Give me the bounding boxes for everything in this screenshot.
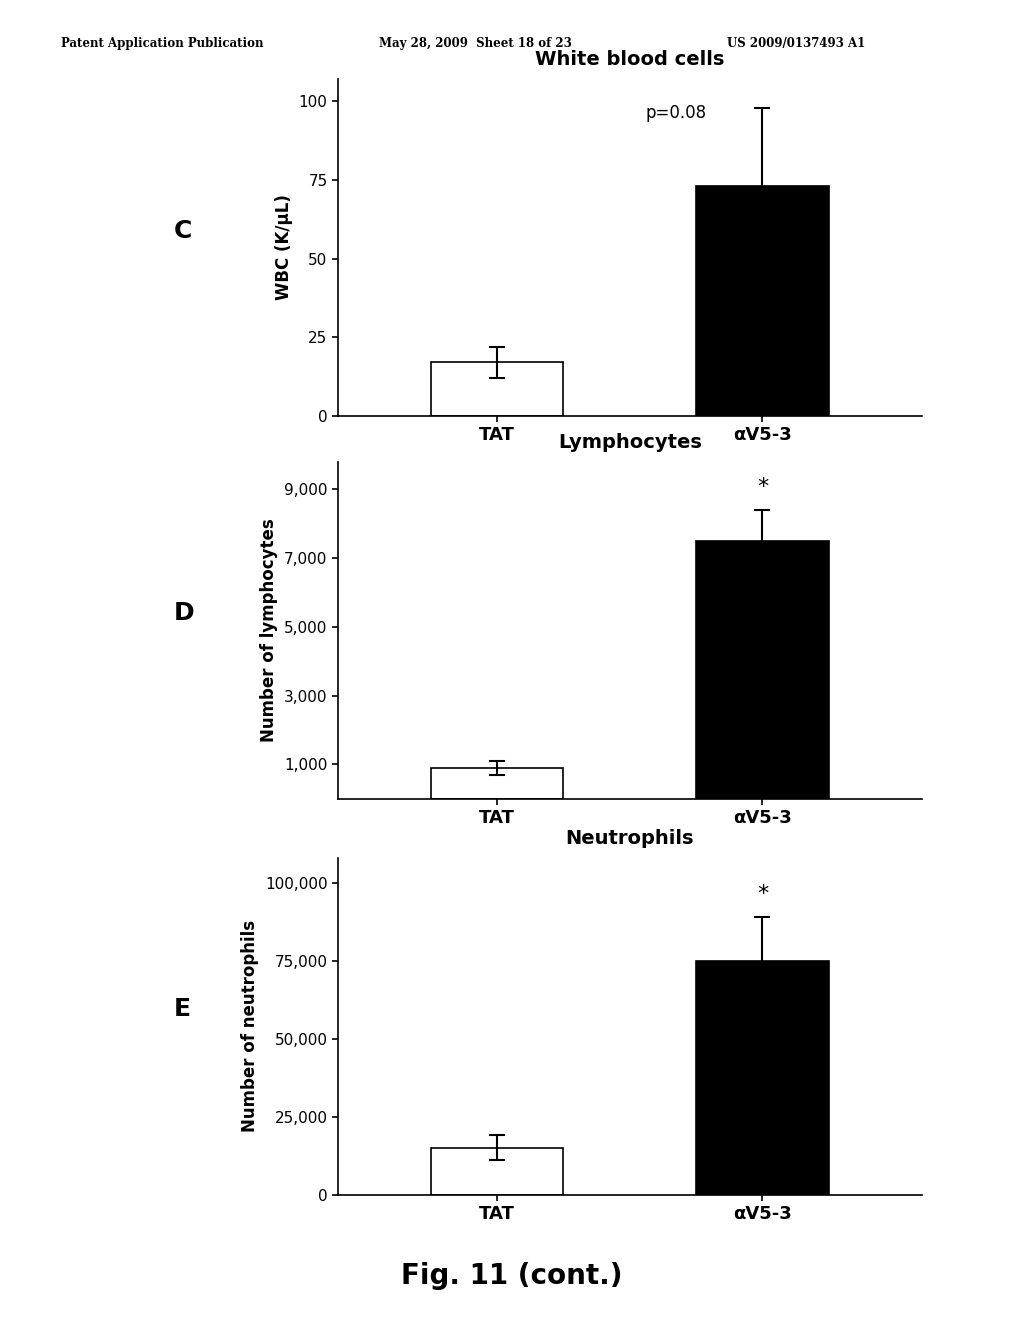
Bar — [696, 541, 828, 799]
Text: Patent Application Publication: Patent Application Publication — [61, 37, 264, 50]
Bar — [431, 1148, 563, 1195]
Text: *: * — [757, 884, 768, 904]
Text: E: E — [174, 998, 191, 1022]
Bar — [431, 768, 563, 799]
Text: C: C — [174, 219, 193, 243]
Title: Neutrophils: Neutrophils — [565, 829, 694, 849]
Title: Lymphocytes: Lymphocytes — [558, 433, 701, 453]
Text: US 2009/0137493 A1: US 2009/0137493 A1 — [727, 37, 865, 50]
Y-axis label: Number of neutrophils: Number of neutrophils — [242, 920, 259, 1133]
Text: Fig. 11 (cont.): Fig. 11 (cont.) — [401, 1262, 623, 1291]
Y-axis label: Number of lymphocytes: Number of lymphocytes — [260, 519, 279, 742]
Text: p=0.08: p=0.08 — [646, 104, 707, 121]
Text: May 28, 2009  Sheet 18 of 23: May 28, 2009 Sheet 18 of 23 — [379, 37, 571, 50]
Bar — [696, 186, 828, 416]
Bar — [696, 961, 828, 1195]
Y-axis label: WBC (K/μL): WBC (K/μL) — [275, 194, 293, 301]
Text: D: D — [174, 602, 195, 626]
Title: White blood cells: White blood cells — [536, 50, 724, 70]
Text: *: * — [757, 477, 768, 496]
Bar — [431, 362, 563, 416]
